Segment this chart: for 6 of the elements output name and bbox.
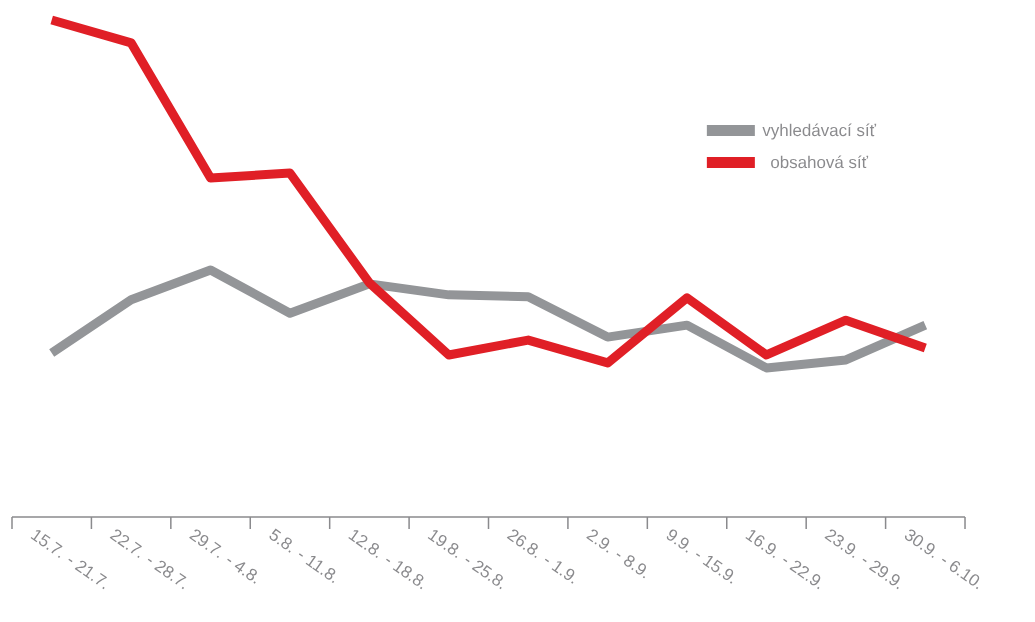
x-tick-label: 9.9. - 15.9. (666, 529, 734, 584)
legend-label: obsahová síť (771, 155, 869, 169)
x-tick-label: 5.8. - 11.8. (269, 528, 336, 584)
x-tick-label: 12.8. - 18.8. (348, 530, 424, 590)
legend-label: vyhledávací síť (762, 123, 877, 140)
x-tick-label: 2.9. - 8.9. (586, 529, 646, 579)
